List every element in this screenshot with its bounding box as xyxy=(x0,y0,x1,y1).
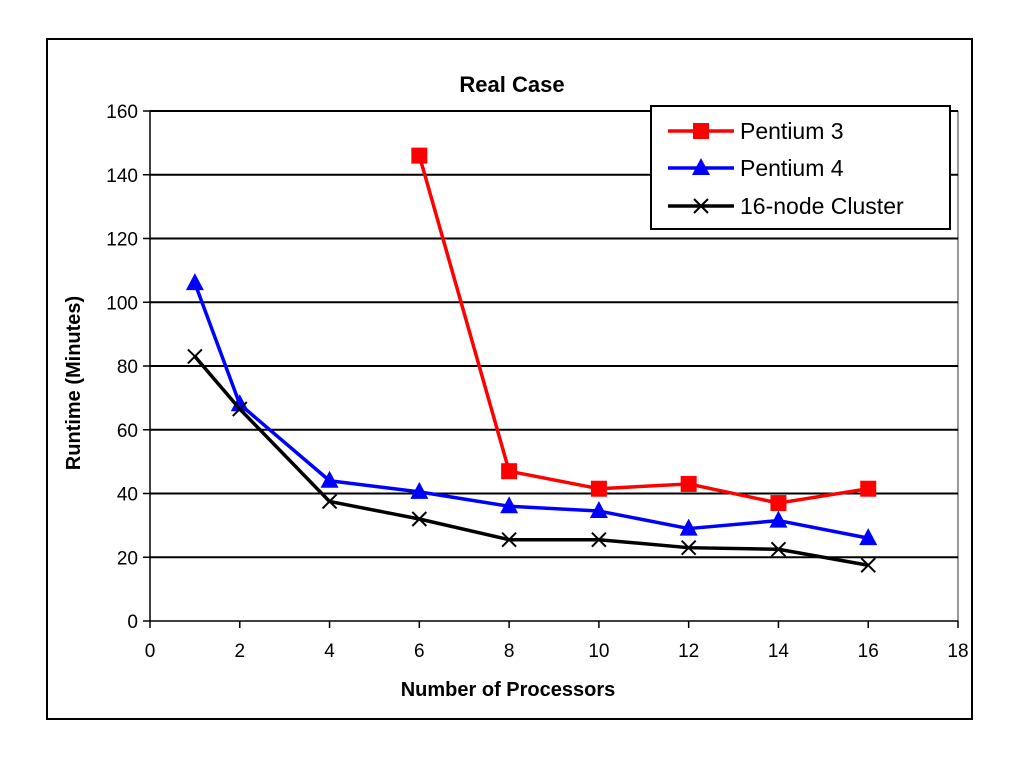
y-tick-labels: 0 20 40 60 80 100 120 140 160 xyxy=(106,102,138,633)
data-point-pentium-4 xyxy=(320,470,339,488)
y-tick-label: 0 xyxy=(127,612,138,633)
data-point-pentium-3 xyxy=(501,463,518,480)
x-tick-label: 4 xyxy=(324,641,335,662)
x-tick-label: 6 xyxy=(414,641,425,662)
data-point-16-node-cluster-stroke-b xyxy=(591,532,607,548)
legend-marker xyxy=(692,158,710,175)
x-tick-label: 16 xyxy=(858,641,879,662)
data-point-16-node-cluster xyxy=(187,348,203,365)
data-point-16-node-cluster-stroke-b xyxy=(860,557,876,573)
data-point-pentium-4 xyxy=(500,496,519,514)
data-point-16-node-cluster-stroke-b xyxy=(232,401,248,417)
legend-label: Pentium 3 xyxy=(740,118,844,144)
axes xyxy=(143,110,959,628)
data-point-pentium-4 xyxy=(230,394,249,412)
x-tick-label: 0 xyxy=(145,641,156,662)
data-point-16-node-cluster xyxy=(501,532,517,548)
x-tick-label: 14 xyxy=(768,641,790,662)
x-tick-label: 10 xyxy=(588,641,609,662)
y-tick-label: 60 xyxy=(117,421,138,442)
data-point-pentium-4 xyxy=(185,273,204,291)
legend-label: 16-node Cluster xyxy=(740,193,904,219)
data-point-16-node-cluster-stroke-b xyxy=(321,493,338,510)
y-tick-label: 40 xyxy=(117,485,138,506)
x-tick-label: 12 xyxy=(678,641,699,662)
data-point-16-node-cluster xyxy=(680,539,697,556)
legend-item-pentium-4: Pentium 4 xyxy=(668,155,844,181)
legend-marker-stroke-b xyxy=(693,198,709,214)
x-tick-label: 2 xyxy=(234,641,245,662)
y-tick-label: 100 xyxy=(106,293,138,314)
y-tick-label: 120 xyxy=(106,230,138,251)
data-point-pentium-4 xyxy=(410,481,429,499)
data-point-pentium-4 xyxy=(679,518,698,536)
x-tick-labels: 0 2 4 6 8 10 12 14 16 18 xyxy=(145,641,969,662)
data-point-pentium-3 xyxy=(590,480,607,497)
x-axis-label: Number of Processors xyxy=(401,679,616,701)
y-tick-label: 160 xyxy=(106,102,138,123)
data-point-pentium-4 xyxy=(589,501,608,519)
data-point-pentium-3 xyxy=(680,475,697,492)
data-point-16-node-cluster xyxy=(232,401,248,417)
series-line-16-node-cluster xyxy=(193,355,869,567)
chart-title: Real Case xyxy=(459,72,564,97)
data-point-16-node-cluster-stroke-b xyxy=(501,532,517,548)
series-pentium-4 xyxy=(185,273,878,546)
y-tick-label: 20 xyxy=(117,548,138,569)
data-point-pentium-3 xyxy=(860,480,877,497)
y-tick-label: 140 xyxy=(106,166,138,187)
legend-item-16-node-cluster: 16-node Cluster xyxy=(668,193,904,219)
series-line-pentium-3 xyxy=(417,155,869,505)
data-point-pentium-4 xyxy=(769,510,788,528)
legend-marker xyxy=(693,123,709,139)
data-point-16-node-cluster-stroke-b xyxy=(187,348,203,365)
data-point-16-node-cluster-stroke-b xyxy=(770,541,787,557)
data-point-16-node-cluster xyxy=(321,493,338,510)
y-axis-label: Runtime (Minutes) xyxy=(63,296,85,470)
y-tick-label: 80 xyxy=(117,357,138,378)
data-point-16-node-cluster xyxy=(860,557,876,573)
series-16-node-cluster xyxy=(187,348,876,573)
legend-marker xyxy=(693,198,709,214)
x-tick-label: 8 xyxy=(504,641,515,662)
legend-item-pentium-3: Pentium 3 xyxy=(668,118,844,144)
data-point-16-node-cluster-stroke-b xyxy=(680,539,697,556)
data-point-16-node-cluster-stroke-b xyxy=(411,511,428,527)
data-point-pentium-4 xyxy=(859,528,878,546)
x-tick-label: 18 xyxy=(947,641,968,662)
data-point-16-node-cluster xyxy=(591,532,607,548)
data-point-pentium-3 xyxy=(770,495,787,512)
data-point-16-node-cluster xyxy=(411,511,428,527)
data-point-16-node-cluster xyxy=(770,541,787,557)
series-pentium-3 xyxy=(411,147,877,512)
legend: Pentium 3 Pentium 4 16-node Cluster xyxy=(650,105,951,230)
data-point-pentium-3 xyxy=(411,147,428,164)
series-layer xyxy=(185,147,878,573)
legend-label: Pentium 4 xyxy=(740,155,844,181)
